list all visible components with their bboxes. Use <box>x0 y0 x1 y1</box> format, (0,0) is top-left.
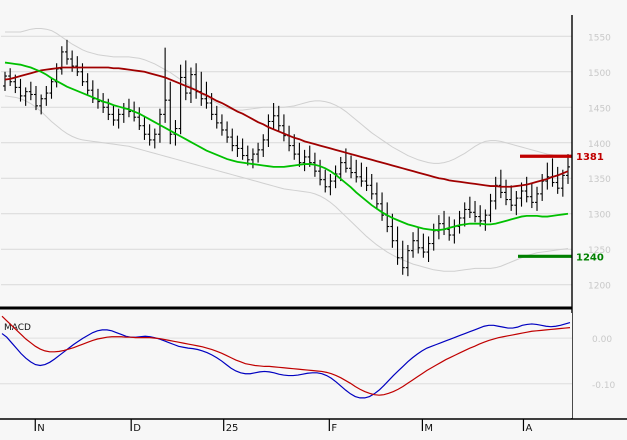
bbands-lower-line <box>4 95 569 272</box>
ma20-line <box>4 61 569 231</box>
x-axis-tick-label: M <box>424 423 433 434</box>
price-axis-tick-label: 1500 <box>588 69 611 79</box>
x-axis-tick-label: F <box>331 423 337 434</box>
price-axis-tick-label: 1250 <box>588 246 611 256</box>
price-axis-tick-label: 1450 <box>588 104 611 114</box>
macd-plot-background <box>0 313 572 418</box>
ohlc-bars <box>3 39 570 277</box>
price-plot-background <box>1 15 572 306</box>
x-axis-tick-label: A <box>525 423 532 434</box>
ma50-level-marker-label: 1381 <box>576 152 604 163</box>
macd-signal-line <box>1 315 571 396</box>
price-axis-tick-label: 1400 <box>588 140 611 150</box>
macd-title-label: MACD <box>4 323 31 333</box>
ma20-level-marker-label: 1240 <box>576 252 604 263</box>
macd-axis-tick-label: 0.00 <box>592 335 612 345</box>
macd-line <box>1 322 571 399</box>
x-axis-tick-label: D <box>133 423 141 434</box>
price-axis-tick-label: 1350 <box>588 175 611 185</box>
macd-axis-tick-label: -0.10 <box>592 381 616 391</box>
ma50-line <box>4 66 569 188</box>
x-axis-tick-label: N <box>37 423 44 434</box>
bbands-upper-line <box>5 27 568 164</box>
price-axis-tick-label: 1550 <box>588 33 611 43</box>
price-axis-tick-label: 1300 <box>588 211 611 221</box>
x-axis-tick-label: 25 <box>226 423 239 434</box>
price-axis-tick-label: 1200 <box>588 282 611 292</box>
